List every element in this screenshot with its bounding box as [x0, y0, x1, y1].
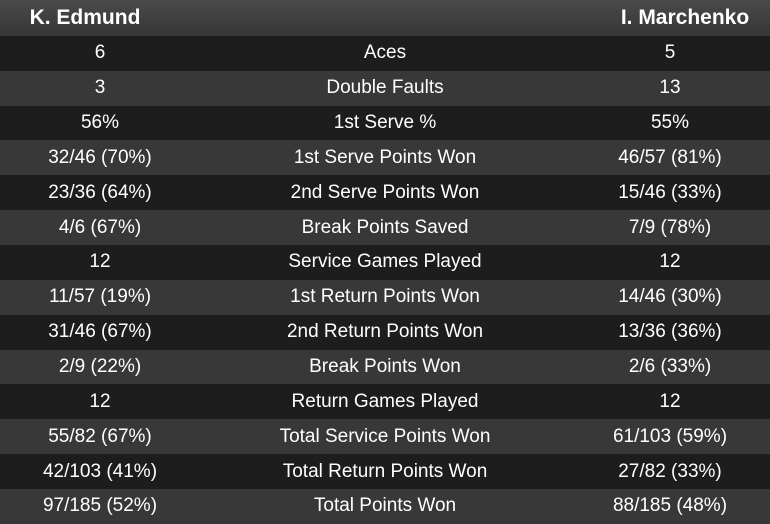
stat-row-total-points-won: 97/185 (52%) Total Points Won 88/185 (48… — [0, 489, 770, 524]
stat-right-value: 7/9 (78%) — [628, 216, 712, 238]
stat-label: Aces — [363, 42, 407, 64]
stat-label: 1st Return Points Won — [290, 286, 480, 308]
stat-row-first-serve-points-won: 32/46 (70%) 1st Serve Points Won 46/57 (… — [0, 140, 770, 176]
stat-label: 1st Serve Points Won — [293, 146, 477, 168]
stat-label: Break Points Won — [309, 356, 461, 378]
stat-row-service-games-played: 12 Service Games Played 12 — [0, 245, 770, 280]
stat-row-total-service-points-won: 55/82 (67%) Total Service Points Won 61/… — [0, 419, 770, 455]
stat-left-value: 11/57 (19%) — [48, 286, 152, 308]
stat-right-value: 15/46 (33%) — [618, 181, 722, 203]
player-right-name: I. Marchenko — [620, 5, 750, 29]
stat-row-total-return-points-won: 42/103 (41%) Total Return Points Won 27/… — [0, 454, 770, 490]
stat-row-second-return-points-won: 31/46 (67%) 2nd Return Points Won 13/36 … — [0, 314, 770, 350]
stat-left-value: 6 — [94, 42, 106, 64]
stat-right-value: 2/6 (33%) — [628, 356, 712, 378]
stat-row-double-faults: 3 Double Faults 13 — [0, 70, 770, 106]
stat-row-first-serve-pct: 56% 1st Serve % 55% — [0, 105, 770, 141]
stat-left-value: 31/46 (67%) — [48, 321, 152, 343]
stat-left-value: 56% — [80, 112, 120, 133]
stat-label: 2nd Serve Points Won — [290, 181, 480, 203]
stat-label: Return Games Played — [291, 390, 479, 412]
stat-left-value: 12 — [89, 390, 111, 412]
stat-right-value: 13 — [659, 77, 681, 99]
stat-right-value: 14/46 (30%) — [618, 286, 722, 308]
stat-label: 1st Serve % — [333, 112, 437, 133]
players-header: K. Edmund I. Marchenko — [0, 0, 770, 36]
stat-row-break-points-won: 2/9 (22%) Break Points Won 2/6 (33%) — [0, 349, 770, 385]
stat-right-value: 27/82 (33%) — [618, 460, 722, 482]
stat-right-value: 5 — [664, 42, 676, 64]
stat-label: Service Games Played — [288, 251, 482, 273]
stat-right-value: 61/103 (59%) — [612, 425, 728, 447]
stat-left-value: 97/185 (52%) — [42, 495, 158, 517]
stat-label: 2nd Return Points Won — [286, 321, 484, 343]
stat-row-first-return-points-won: 11/57 (19%) 1st Return Points Won 14/46 … — [0, 279, 770, 315]
stat-row-aces: 6 Aces 5 — [0, 35, 770, 71]
stat-left-value: 55/82 (67%) — [48, 425, 152, 447]
stat-right-value: 88/185 (48%) — [612, 495, 728, 517]
stat-right-value: 46/57 (81%) — [618, 146, 722, 168]
stat-right-value: 55% — [650, 112, 690, 133]
stat-left-value: 42/103 (41%) — [42, 460, 158, 482]
stat-label: Total Service Points Won — [279, 425, 491, 447]
stat-label: Total Return Points Won — [282, 460, 488, 482]
stat-label: Double Faults — [326, 77, 444, 99]
stat-left-value: 4/6 (67%) — [58, 216, 142, 238]
stat-left-value: 12 — [89, 251, 111, 273]
stat-left-value: 32/46 (70%) — [48, 146, 152, 168]
stat-left-value: 3 — [94, 77, 106, 99]
player-left-name: K. Edmund — [29, 5, 141, 29]
stat-row-break-points-saved: 4/6 (67%) Break Points Saved 7/9 (78%) — [0, 210, 770, 246]
stat-row-return-games-played: 12 Return Games Played 12 — [0, 384, 770, 420]
stat-row-second-serve-points-won: 23/36 (64%) 2nd Serve Points Won 15/46 (… — [0, 175, 770, 211]
stat-right-value: 12 — [659, 251, 681, 273]
stat-left-value: 2/9 (22%) — [58, 356, 142, 378]
stat-label: Break Points Saved — [301, 216, 469, 238]
stat-right-value: 13/36 (36%) — [618, 321, 722, 343]
stat-right-value: 12 — [659, 390, 681, 412]
stat-left-value: 23/36 (64%) — [48, 181, 152, 203]
stat-label: Total Points Won — [313, 495, 457, 517]
